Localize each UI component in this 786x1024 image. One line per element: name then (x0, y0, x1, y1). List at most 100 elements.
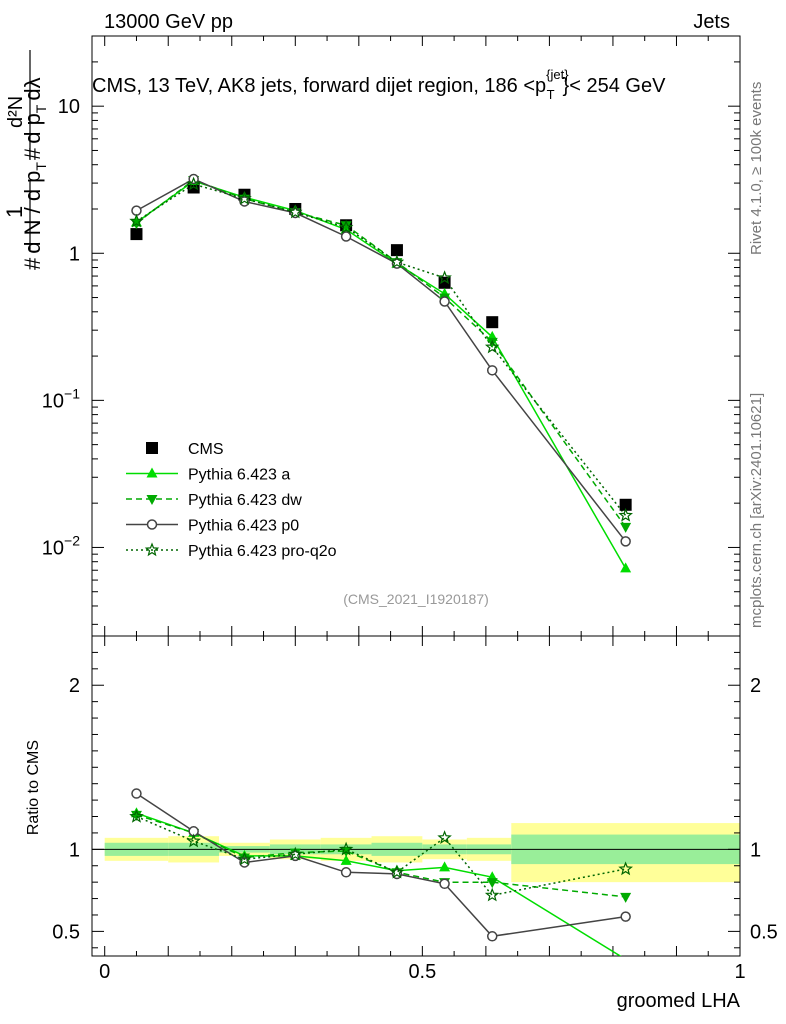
mcplots-label: mcplots.cern.ch [arXiv:2401.10621] (748, 393, 765, 628)
main-point-cms (130, 228, 143, 241)
ratio-point-pythia-6-423-pro-q2o (338, 841, 354, 856)
ratio-series (129, 788, 633, 956)
plot-title: CMS, 13 TeV, AK8 jets, forward dijet reg… (92, 67, 666, 102)
ratio-point-pythia-6-423-p0 (131, 788, 142, 799)
main-point-pythia-6-423-pro-q2o (437, 270, 452, 285)
ratio-plot: 0 0.5 10.5 0.51 12 2 Ratio to CMS groomed LHA (25, 635, 778, 1012)
ratio-point-pythia-6-423-dw (130, 810, 142, 821)
main-line-pythia-6-423-a (136, 180, 627, 569)
main-y-tick-label-base: 1 (69, 243, 80, 265)
ratio-point-pythia-6-423-p0 (620, 911, 631, 922)
ratio-point-pythia-6-423-pro-q2o (484, 887, 500, 902)
ylabel-hash1: # (20, 257, 45, 270)
ratio-y-tick-label: 0.5 (52, 921, 80, 943)
main-y-tick-label-exp: −2 (64, 532, 80, 548)
ratio-point-pythia-6-423-dw (620, 892, 632, 903)
main-point-pythia-6-423-dw (620, 522, 632, 533)
legend-marker (146, 467, 158, 478)
main-y-tick-label: 10−1 (42, 385, 80, 412)
main-y-tick-label: 1 (69, 243, 80, 265)
main-y-tick-label-base: 10 (58, 96, 80, 118)
header-left: 13000 GeV pp (104, 11, 233, 33)
ratio-x-tick-label: 0.5 (408, 961, 436, 983)
ratio-frame (91, 635, 741, 957)
ratio-ylabel: Ratio to CMS (25, 740, 42, 835)
ratio-point-pythia-6-423-pro-q2o (389, 864, 405, 879)
ratio-point-pythia-6-423-pro-q2o (288, 846, 303, 861)
main-point-pythia-6-423-p0 (439, 296, 450, 307)
ylabel-hash2: # (20, 147, 45, 160)
plot-title-sup: {jet} (546, 67, 569, 82)
main-point-cms (390, 244, 403, 257)
legend-marker (144, 542, 160, 557)
ylabel-text: #d N / d pT#d pTdλ (20, 77, 49, 270)
plot-title-main: CMS, 13 TeV, AK8 jets, forward dijet reg… (92, 75, 546, 97)
legend-label: CMS (188, 441, 224, 458)
main-point-pythia-6-423-dw (486, 337, 498, 348)
main-series (129, 173, 633, 573)
main-point-pythia-6-423-p0 (486, 365, 498, 376)
ratio-y-tick-label-right: 2 (750, 675, 761, 697)
ylabel-d2n-top: d²N (5, 96, 27, 128)
ratio-y-tick-label-right: 0.5 (750, 921, 778, 943)
ratio-point-pythia-6-423-pro-q2o (186, 833, 201, 848)
legend-marker (146, 442, 158, 454)
plot-title-sub: T (547, 87, 555, 102)
main-point-pythia-6-423-p0 (131, 205, 142, 216)
legend-marker (146, 495, 158, 505)
ratio-x-tick-label: 1 (734, 961, 745, 983)
main-point-pythia-6-423-a (620, 562, 632, 573)
main-point-pythia-6-423-pro-q2o (186, 176, 201, 191)
main-point-pythia-6-423-pro-q2o (618, 507, 633, 522)
ratio-point-pythia-6-423-pro-q2o (129, 808, 144, 823)
ylabel-t1: T (33, 162, 49, 171)
ratio-point-pythia-6-423-a (340, 854, 352, 865)
ratio-bands (92, 823, 740, 883)
ylabel-t2: T (33, 104, 49, 113)
legend-marker (146, 519, 158, 530)
ratio-y-tick-label-right: 1 (750, 839, 761, 861)
main-point-pythia-6-423-pro-q2o (484, 339, 500, 354)
legend-label: Pythia 6.423 p0 (188, 518, 299, 535)
main-y-tick-label: 10 (58, 96, 80, 118)
ratio-point-pythia-6-423-pro-q2o (237, 851, 252, 866)
main-point-cms (619, 498, 632, 511)
ratio-xlabel: groomed LHA (617, 990, 741, 1012)
ratio-axis-ticks: 0 0.5 10.5 0.51 12 2 (52, 635, 778, 983)
ratio-point-pythia-6-423-pro-q2o (437, 830, 452, 845)
ratio-y-tick-label: 1 (69, 839, 80, 861)
main-point-cms (438, 276, 451, 289)
ylabel-d2n: d p (20, 113, 45, 144)
main-point-pythia-6-423-pro-q2o (129, 213, 144, 228)
main-y-tick-label-exp: −1 (64, 385, 80, 401)
main-point-pythia-6-423-pro-q2o (237, 191, 252, 205)
main-y-tick-label: 10−2 (42, 532, 80, 559)
ratio-point-pythia-6-423-p0 (439, 878, 450, 890)
header-right: Jets (693, 11, 730, 33)
ylabel-one: 1 (2, 206, 27, 218)
analysis-id: (CMS_2021_I1920187) (343, 591, 489, 607)
main-point-pythia-6-423-pro-q2o (338, 219, 354, 234)
ratio-point-pythia-6-423-a (439, 861, 451, 872)
ratio-y-tick-label: 2 (69, 675, 80, 697)
plot-title-tail: }< 254 GeV (563, 75, 667, 97)
main-point-pythia-6-423-pro-q2o (389, 254, 405, 269)
ratio-point-pythia-6-423-p0 (340, 867, 352, 878)
ratio-point-pythia-6-423-p0 (486, 931, 498, 942)
main-point-pythia-6-423-dw (340, 221, 352, 232)
main-point-pythia-6-423-p0 (340, 231, 352, 242)
legend-label: Pythia 6.423 a (188, 467, 290, 484)
legend-label: Pythia 6.423 dw (188, 492, 302, 509)
ylabel-dl: dλ (20, 77, 45, 100)
rivet-label: Rivet 4.1.0, ≥ 100k events (748, 82, 765, 255)
main-ylabel: #d N / d pT#d pTdλ 1 d²N (2, 50, 49, 270)
main-y-tick-label-base: 10 (42, 537, 64, 559)
main-line-pythia-6-423-p0 (136, 178, 627, 542)
ratio-point-pythia-6-423-dw (486, 878, 498, 889)
legend-label: Pythia 6.423 pro-q2o (188, 543, 337, 560)
ratio-point-pythia-6-423-pro-q2o (618, 861, 633, 876)
ratio-line-pythia-6-423-pro-q2o (136, 815, 626, 897)
ratio-x-tick-label: 0 (99, 961, 110, 983)
